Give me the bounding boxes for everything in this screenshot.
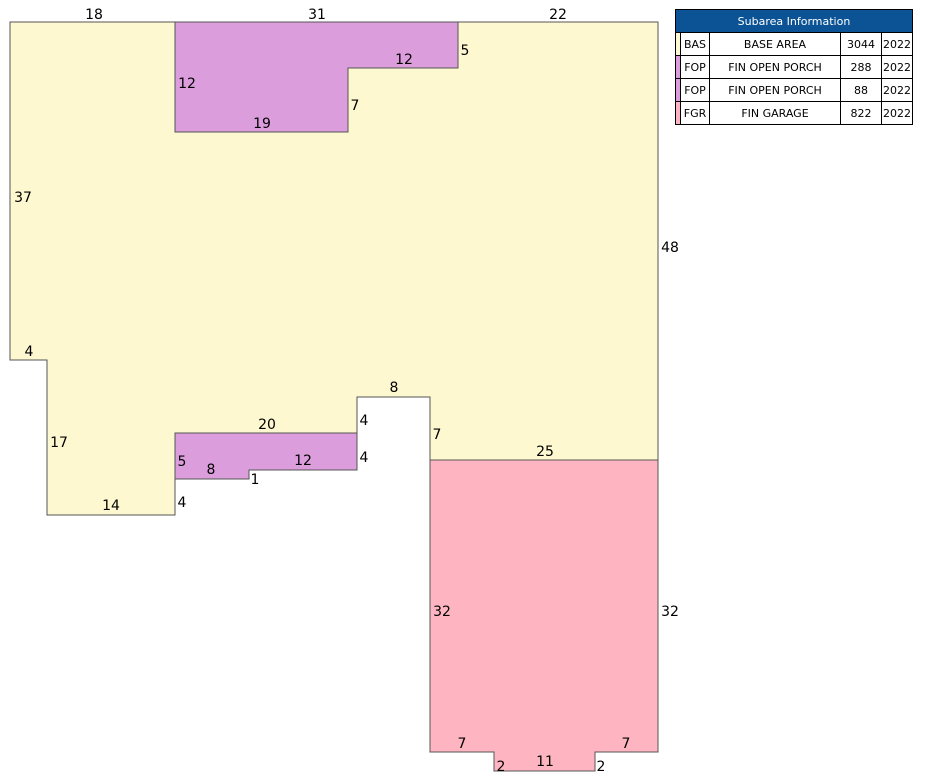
dimension-label: 4 [178, 495, 187, 511]
table-row: FGR FIN GARAGE 822 2022 [675, 101, 913, 125]
subarea-year: 2022 [881, 32, 913, 56]
subarea-area: 88 [840, 78, 882, 102]
dimension-label: 4 [360, 413, 369, 429]
table-row: BAS BASE AREA 3044 2022 [675, 32, 913, 56]
dimension-label: 7 [433, 427, 442, 443]
subarea-description: FIN GARAGE [709, 101, 841, 125]
dimension-label: 31 [308, 7, 326, 23]
garage-polygon [429, 459, 659, 772]
dimension-label: 2 [497, 759, 506, 775]
subarea-area: 3044 [840, 32, 882, 56]
subarea-description: FIN OPEN PORCH [709, 78, 841, 102]
dimension-label: 19 [253, 116, 271, 132]
dimension-label: 48 [661, 240, 679, 256]
dimension-label: 5 [461, 43, 470, 59]
subarea-year: 2022 [881, 101, 913, 125]
subarea-area: 288 [840, 55, 882, 79]
dimension-label: 12 [294, 453, 312, 469]
table-row: FOP FIN OPEN PORCH 88 2022 [675, 78, 913, 102]
table-row: FOP FIN OPEN PORCH 288 2022 [675, 55, 913, 79]
dimension-label: 12 [178, 76, 196, 92]
dimension-label: 17 [50, 435, 68, 451]
dimension-labels: 18 31 22 12 5 12 7 19 37 48 4 8 4 20 4 7… [14, 7, 679, 775]
subarea-area: 822 [840, 101, 882, 125]
dimension-label: 8 [390, 380, 399, 396]
subarea-code: FOP [680, 55, 710, 79]
dimension-label: 14 [102, 498, 120, 514]
dimension-label: 37 [14, 190, 32, 206]
area-polygons [9, 21, 659, 772]
dimension-label: 2 [597, 759, 606, 775]
dimension-label: 22 [549, 7, 567, 23]
dimension-label: 18 [85, 7, 103, 23]
subarea-year: 2022 [881, 78, 913, 102]
subarea-description: BASE AREA [709, 32, 841, 56]
open-porch-polygon-bottom [174, 432, 358, 480]
dimension-label: 7 [351, 98, 360, 114]
dimension-label: 1 [251, 472, 260, 488]
open-porch-polygon-top [174, 21, 459, 133]
dimension-label: 32 [661, 604, 679, 620]
subarea-code: FOP [680, 78, 710, 102]
subarea-info-table: Subarea Information BAS BASE AREA 3044 2… [675, 9, 913, 125]
dimension-label: 20 [258, 417, 276, 433]
dimension-label: 4 [360, 450, 369, 466]
subarea-year: 2022 [881, 55, 913, 79]
dimension-label: 11 [536, 754, 554, 770]
table-title: Subarea Information [675, 9, 913, 33]
dimension-label: 7 [622, 736, 631, 752]
dimension-label: 8 [207, 462, 216, 478]
dimension-label: 32 [433, 604, 451, 620]
dimension-label: 12 [395, 52, 413, 68]
dimension-label: 25 [536, 444, 554, 460]
dimension-label: 5 [178, 454, 187, 470]
subarea-description: FIN OPEN PORCH [709, 55, 841, 79]
subarea-code: FGR [680, 101, 710, 125]
subarea-code: BAS [680, 32, 710, 56]
dimension-label: 7 [458, 736, 467, 752]
dimension-label: 4 [25, 344, 34, 360]
